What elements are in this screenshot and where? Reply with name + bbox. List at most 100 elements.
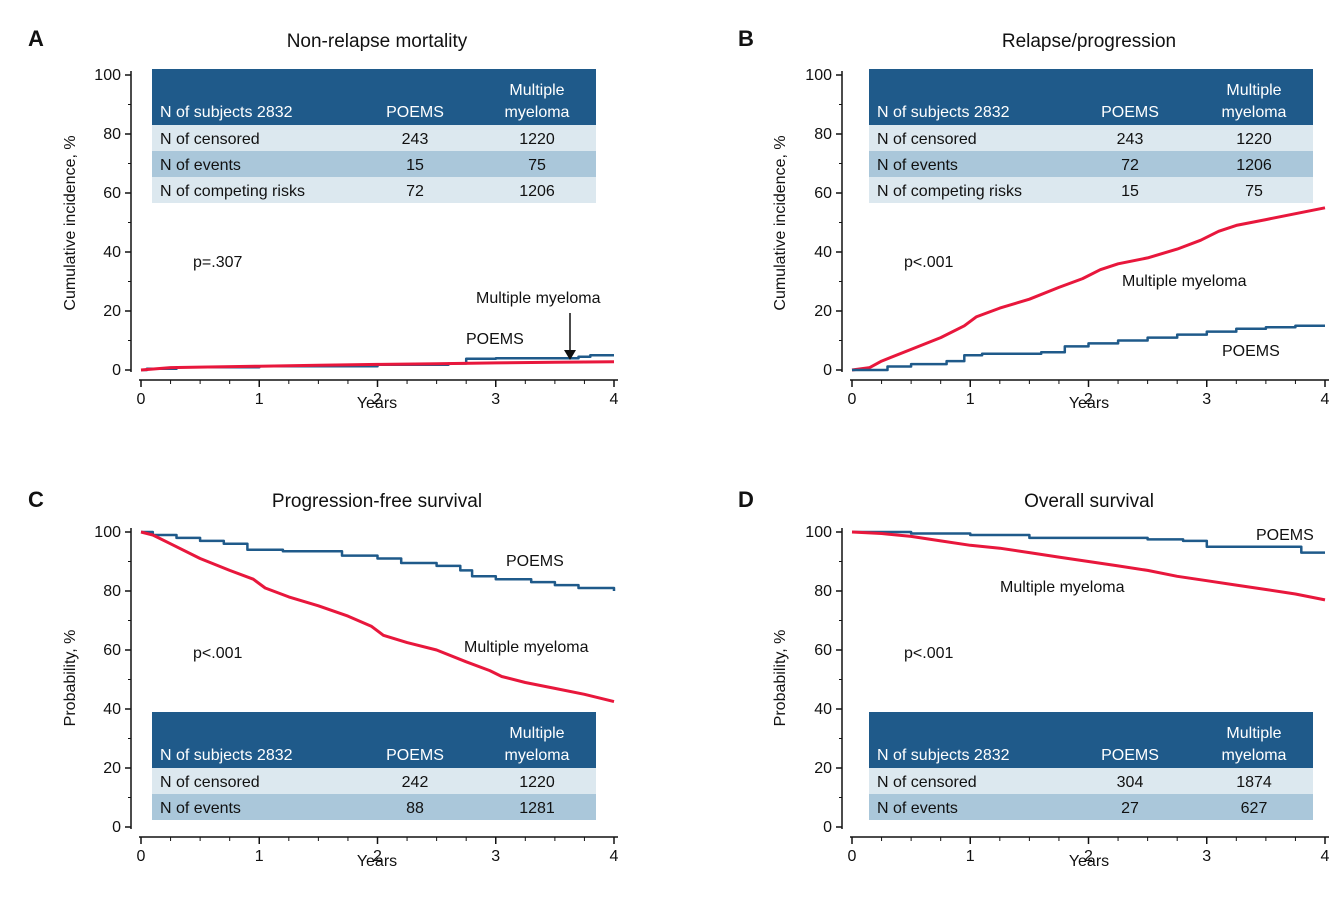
panel-c-table-cell: N of censored [160, 774, 260, 791]
panel-d-axes: 0 20 40 60 80 100 0 1 2 3 4 [805, 524, 1329, 865]
panel-a-table-row-bg [152, 177, 596, 203]
panel-c-x-tick-label: 3 [491, 848, 500, 865]
panel-b-table-cell: 75 [1245, 183, 1263, 200]
panel-c-table-header-bg [152, 712, 596, 768]
panel-b-x-tick-label: 2 [1084, 391, 1093, 408]
panel-d-x-tick-label: 2 [1084, 848, 1093, 865]
panel-d-p-value: p<.001 [904, 645, 953, 662]
panel-b-table-cell: 1206 [1236, 157, 1272, 174]
panel-b-x-tick-label: 4 [1321, 391, 1330, 408]
panel-a-table-row-bg [152, 151, 596, 177]
panel-a-y-tick-label: 20 [103, 303, 121, 320]
panel-d-table-cell: N of censored [877, 774, 977, 791]
panel-c-table-cell: 1281 [519, 800, 555, 817]
panel-a-table-header-cell: Multiple [509, 82, 564, 99]
panel-a-table-cell: 1206 [519, 183, 555, 200]
panel-a-mm-label: Multiple myeloma [476, 290, 601, 307]
panel-a-table-header-cell: N of subjects 2832 [160, 104, 293, 121]
panel-d-table-header-cell: N of subjects 2832 [877, 747, 1010, 764]
panel-a-table-cell: N of censored [160, 131, 260, 148]
panel-b-table-cell: N of competing risks [877, 183, 1022, 200]
panel-a-table-cell: 1220 [519, 131, 555, 148]
panel-b-letter: B [738, 26, 754, 51]
panel-a-table-cell: 243 [402, 131, 429, 148]
panel-b-x-axis-label: Years [1069, 395, 1109, 412]
panel-b-table-row-bg [869, 151, 1313, 177]
panel-c-y-axis-label: Probability, % [62, 630, 79, 727]
panel-c-y-tick-label: 60 [103, 642, 121, 659]
panel-c-y-tick-label: 80 [103, 583, 121, 600]
panel-d-x-tick-label: 3 [1202, 848, 1211, 865]
panel-b-table-cell: N of censored [877, 131, 977, 148]
panel-d-curves [851, 530, 1326, 602]
panel-b-table-header-cell: Multiple [1226, 82, 1281, 99]
panel-c-p-value: p<.001 [193, 645, 242, 662]
panel-c-table-cell: 242 [402, 774, 429, 791]
panel-c: C Progression-free survival Probability,… [28, 487, 619, 870]
panel-b-table-header-cell: N of subjects 2832 [877, 104, 1010, 121]
panel-d-table-cell: N of events [877, 800, 958, 817]
panel-b-axes: 0 20 40 60 80 100 0 1 2 3 4 [805, 67, 1329, 408]
panel-a-table-header-cell: myeloma [505, 104, 570, 121]
panel-b-poems-curve [852, 324, 1325, 372]
panel-b-table-header-bg [869, 69, 1313, 125]
panel-b-y-tick-label: 100 [805, 67, 832, 84]
panel-d-x-tick-label: 1 [966, 848, 975, 865]
panel-a-x-tick-label: 4 [610, 391, 619, 408]
panel-c-axes: 0 20 40 60 80 100 0 1 2 3 4 [94, 524, 618, 865]
panel-c-x-tick-label: 2 [373, 848, 382, 865]
panel-a-p-value: p=.307 [193, 254, 242, 271]
panel-b: B Relapse/progression Cumulative inciden… [738, 26, 1330, 412]
panel-d-table-cell: 1874 [1236, 774, 1272, 791]
panel-c-table-cell: 88 [406, 800, 424, 817]
panel-a-curves [140, 354, 615, 372]
panel-b-table-header-cell: myeloma [1222, 104, 1287, 121]
panel-d-table-header-cell: myeloma [1222, 747, 1287, 764]
panel-c-table-header-cell: myeloma [505, 747, 570, 764]
panel-d-y-tick-label: 20 [814, 760, 832, 777]
panel-a-letter: A [28, 26, 44, 51]
panel-c-x-tick-label: 1 [255, 848, 264, 865]
panel-b-table-cell: 1220 [1236, 131, 1272, 148]
panel-d-table-row-bg [869, 794, 1313, 820]
panel-a-arrow-head [564, 350, 576, 360]
panel-a-y-axis-label: Cumulative incidence, % [62, 135, 79, 310]
panel-a-table-header-bg [152, 69, 596, 125]
panel-c-table-cell: N of events [160, 800, 241, 817]
panel-a-title: Non-relapse mortality [287, 31, 468, 52]
panel-a-axes: 0 20 40 60 80 100 0 1 2 3 4 [94, 67, 618, 408]
panel-a-y-tick-label: 40 [103, 244, 121, 261]
panel-a-table-cell: 72 [406, 183, 424, 200]
panel-b-x-tick-label: 3 [1202, 391, 1211, 408]
panel-c-table-header-cell: N of subjects 2832 [160, 747, 293, 764]
panel-d-y-axis-label: Probability, % [772, 630, 789, 727]
panel-a-table-cell: N of events [160, 157, 241, 174]
panel-a: A Non-relapse mortality Cumulative incid… [28, 26, 619, 412]
panel-a-table-cell: N of competing risks [160, 183, 305, 200]
panel-b-x-tick-label: 0 [848, 391, 857, 408]
panel-d-title: Overall survival [1024, 491, 1154, 512]
panel-c-mm-label: Multiple myeloma [464, 639, 589, 656]
panel-d-y-tick-label: 80 [814, 583, 832, 600]
panel-d-letter: D [738, 487, 754, 512]
panel-a-x-tick-label: 2 [373, 391, 382, 408]
panel-b-curves [851, 206, 1326, 372]
panel-a-y-tick-label: 80 [103, 126, 121, 143]
panel-a-multiple-myeloma-curve [140, 360, 615, 372]
panel-a-x-tick-label: 3 [491, 391, 500, 408]
panel-a-table-cell: 15 [406, 157, 424, 174]
panel-d-x-tick-label: 4 [1321, 848, 1330, 865]
panel-c-y-tick-label: 100 [94, 524, 121, 541]
panel-b-mm-label: Multiple myeloma [1122, 273, 1247, 290]
panel-c-curves [140, 530, 616, 704]
panel-d-table-cell: 627 [1241, 800, 1268, 817]
panel-c-x-tick-label: 0 [137, 848, 146, 865]
panel-d-y-tick-label: 60 [814, 642, 832, 659]
panel-d-mm-label: Multiple myeloma [1000, 579, 1125, 596]
panel-c-multiple-myeloma-curve [140, 530, 615, 704]
panel-a-y-tick-label: 100 [94, 67, 121, 84]
panel-b-table-cell: 15 [1121, 183, 1139, 200]
panel-c-y-tick-label: 0 [112, 819, 121, 836]
panel-b-table-cell: 72 [1121, 157, 1139, 174]
